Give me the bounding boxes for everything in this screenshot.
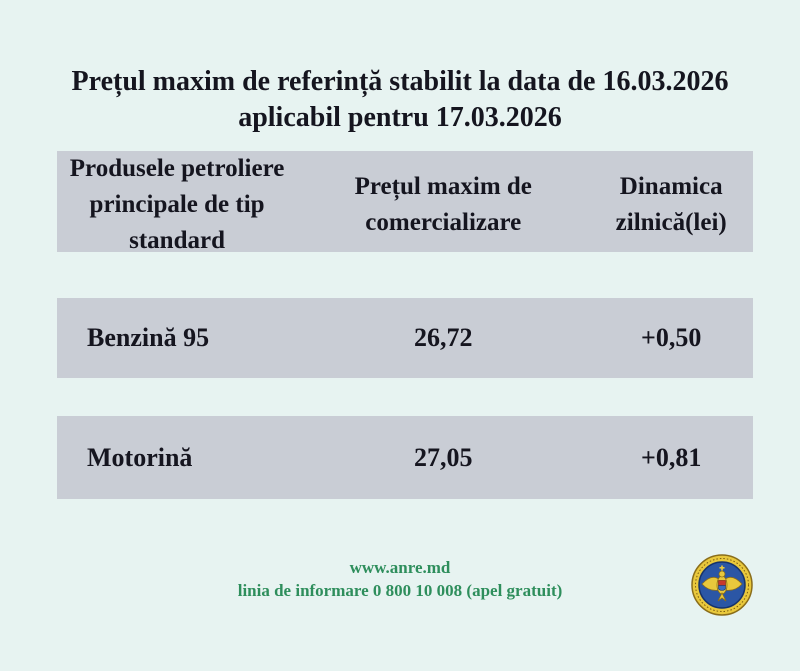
product-price: 26,72 — [414, 323, 473, 352]
title-line-2: aplicabil pentru 17.03.2026 — [238, 102, 562, 133]
header-max-price: Prețul maxim de comercializare — [354, 173, 532, 236]
product-name: Benzină 95 — [87, 323, 210, 352]
product-name: Motorină — [87, 442, 193, 472]
page-title: Prețul maxim de referință stabilit la da… — [0, 64, 800, 136]
footer: www.anre.md linia de informare 0 800 10 … — [0, 556, 800, 602]
header-daily-dynamic: Dinamica zilnică(lei) — [615, 173, 727, 236]
footer-website: www.anre.md — [349, 558, 451, 577]
header-products: Produsele petroliere principale de tip s… — [69, 155, 285, 254]
title-line-1: Prețul maxim de referință stabilit la da… — [71, 66, 729, 97]
product-dynamic: +0,81 — [641, 442, 702, 472]
footer-info-line: linia de informare 0 800 10 008 (apel gr… — [237, 581, 563, 600]
table-header-row: Produsele petroliere principale de tip s… — [57, 151, 753, 254]
product-price: 27,05 — [414, 442, 473, 472]
table-row-benzina: Benzină 95 26,72 +0,50 — [57, 298, 753, 378]
moldova-state-seal-icon — [691, 554, 753, 616]
table-row-motorina: Motorină 27,05 +0,81 — [57, 416, 753, 499]
product-dynamic: +0,50 — [641, 323, 702, 352]
